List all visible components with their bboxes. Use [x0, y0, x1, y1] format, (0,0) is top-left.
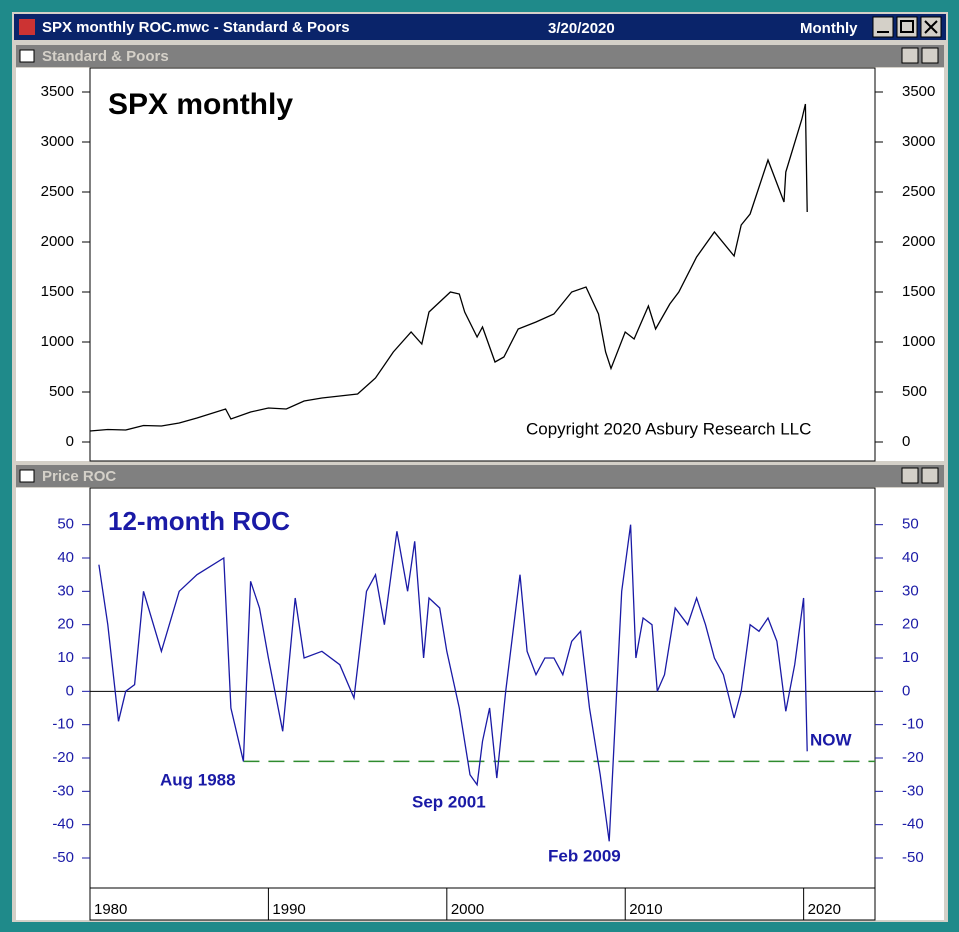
panel-close[interactable] — [921, 467, 939, 484]
x-tick-label: 2010 — [629, 901, 662, 918]
panel-icon — [19, 49, 35, 63]
y-tick-label: 1500 — [41, 283, 74, 300]
y-tick-label: 30 — [57, 582, 74, 599]
panel-restore[interactable] — [901, 467, 919, 484]
y-tick-label: -50 — [52, 849, 74, 866]
y-tick-label: 500 — [49, 383, 74, 400]
y-tick-label: 2000 — [41, 233, 74, 250]
y-tick-label-right: 0 — [902, 433, 910, 450]
panel-header — [16, 45, 944, 67]
annotation: Feb 2009 — [548, 846, 621, 865]
y-tick-label-right: 30 — [902, 582, 919, 599]
y-tick-label: 40 — [57, 549, 74, 566]
y-tick-label-right: -50 — [902, 849, 924, 866]
chart-title: SPX monthly — [108, 88, 293, 121]
y-tick-label: 10 — [57, 649, 74, 666]
y-tick-label-right: 500 — [902, 383, 927, 400]
minimize-button[interactable] — [872, 16, 894, 38]
y-tick-label: -40 — [52, 816, 74, 833]
x-tick-label: 2020 — [808, 901, 841, 918]
window-period: Monthly — [800, 20, 858, 37]
price-line — [98, 524, 808, 842]
y-tick-label-right: 10 — [902, 649, 919, 666]
y-tick-label-right: 1500 — [902, 283, 935, 300]
y-tick-label-right: 3000 — [902, 133, 935, 150]
y-tick-label-right: 50 — [902, 516, 919, 533]
y-tick-label: 50 — [57, 516, 74, 533]
y-tick-label-right: -10 — [902, 716, 924, 733]
y-tick-label-right: -30 — [902, 782, 924, 799]
y-tick-label-right: -20 — [902, 749, 924, 766]
panel-header — [16, 465, 944, 487]
panel-close[interactable] — [921, 47, 939, 64]
panel-title: Standard & Poors — [42, 48, 169, 65]
y-tick-label-right: 3500 — [902, 83, 935, 100]
y-tick-label: -20 — [52, 749, 74, 766]
y-tick-label: -10 — [52, 716, 74, 733]
app-icon — [19, 19, 35, 35]
y-tick-label-right: 0 — [902, 682, 910, 699]
panel-restore[interactable] — [901, 47, 919, 64]
y-tick-label: 20 — [57, 616, 74, 633]
y-tick-label: 3500 — [41, 83, 74, 100]
y-tick-label: 2500 — [41, 183, 74, 200]
annotation: Sep 2001 — [412, 792, 486, 811]
y-tick-label: 0 — [66, 433, 74, 450]
plot-frame — [89, 67, 876, 462]
y-tick-label-right: 2000 — [902, 233, 935, 250]
y-tick-label-right: 20 — [902, 616, 919, 633]
window-buttons — [872, 16, 942, 38]
window-title: SPX monthly ROC.mwc - Standard & Poors — [42, 19, 350, 36]
y-tick-label: -30 — [52, 782, 74, 799]
y-tick-label: 3000 — [41, 133, 74, 150]
window-date: 3/20/2020 — [548, 20, 615, 37]
y-tick-label: 1000 — [41, 333, 74, 350]
annotation: Copyright 2020 Asbury Research LLC — [526, 419, 811, 438]
y-tick-label-right: 2500 — [902, 183, 935, 200]
y-tick-label-right: 40 — [902, 549, 919, 566]
y-tick-label-right: -40 — [902, 816, 924, 833]
panel-icon — [19, 469, 35, 483]
y-tick-label-right: 1000 — [902, 333, 935, 350]
y-tick-label: 0 — [66, 682, 74, 699]
panel-body — [16, 68, 944, 461]
price-line — [89, 103, 808, 432]
panel-title: Price ROC — [42, 468, 116, 485]
panel-body — [16, 488, 944, 920]
annotation: Aug 1988 — [160, 770, 236, 789]
x-tick-label: 1990 — [272, 901, 305, 918]
x-tick-label: 1980 — [94, 901, 127, 918]
annotation: NOW — [810, 730, 853, 749]
title-bar — [14, 14, 946, 40]
chart-title: 12-month ROC — [108, 506, 290, 536]
x-tick-label: 2000 — [451, 901, 484, 918]
